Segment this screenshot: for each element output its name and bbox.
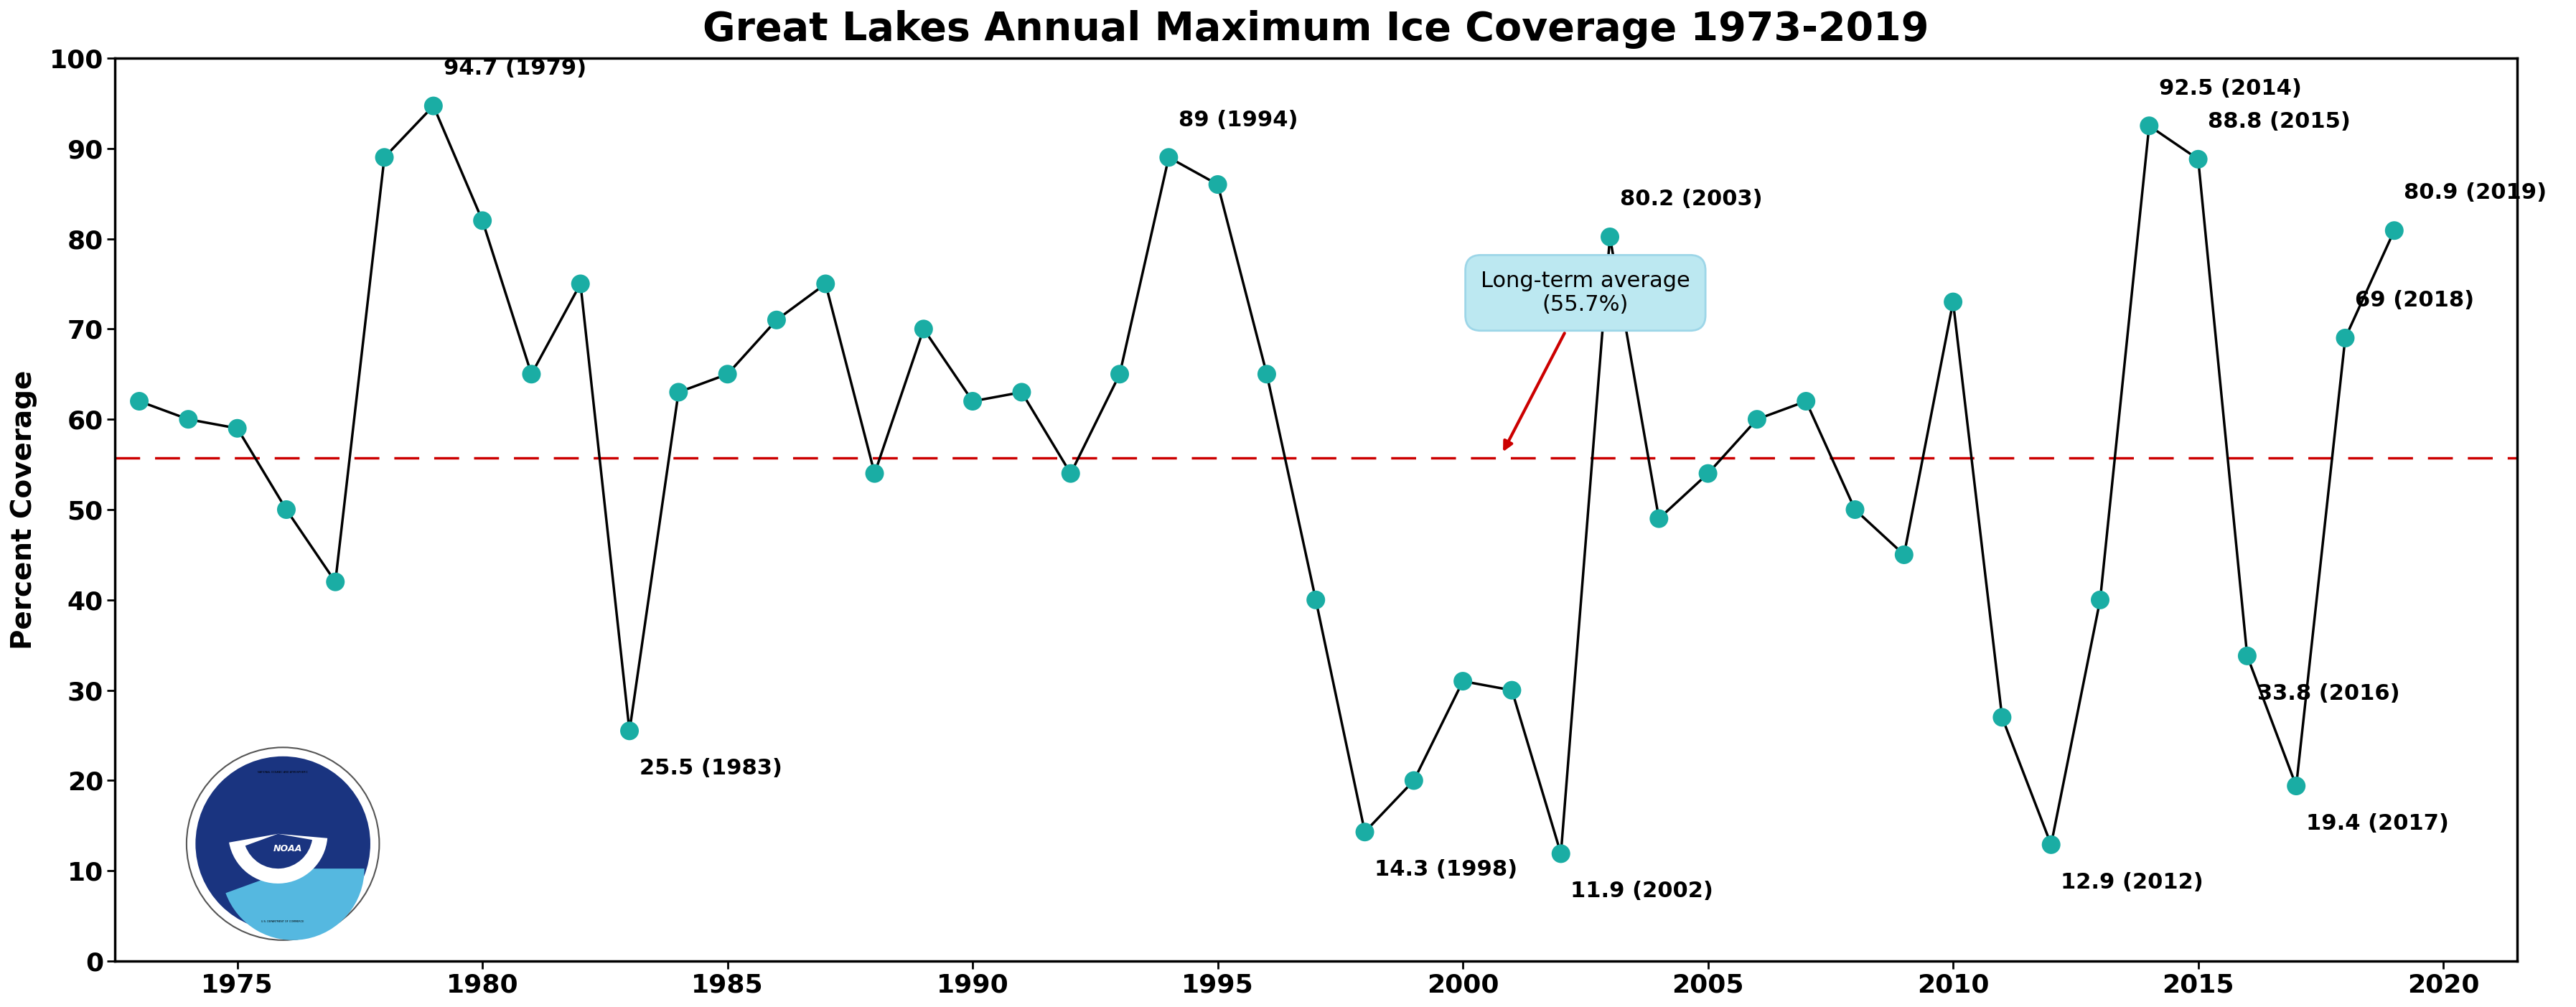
Point bbox=[1100, 367, 1141, 383]
Point bbox=[314, 574, 355, 590]
Point bbox=[1149, 149, 1190, 165]
Point bbox=[1736, 411, 1777, 427]
Point bbox=[1198, 176, 1239, 192]
Point bbox=[1345, 824, 1386, 840]
Point bbox=[412, 98, 453, 114]
Point bbox=[2030, 837, 2071, 853]
Point bbox=[657, 384, 698, 400]
Point bbox=[2275, 777, 2316, 794]
Point bbox=[1394, 772, 1435, 788]
Point bbox=[510, 367, 551, 383]
Point bbox=[1296, 592, 1337, 608]
Point bbox=[1981, 709, 2022, 725]
Text: 33.8 (2016): 33.8 (2016) bbox=[2257, 683, 2401, 704]
Text: 19.4 (2017): 19.4 (2017) bbox=[2306, 813, 2450, 834]
Text: 11.9 (2002): 11.9 (2002) bbox=[1571, 881, 1713, 901]
Point bbox=[559, 276, 600, 292]
Point bbox=[1247, 367, 1288, 383]
Text: 69 (2018): 69 (2018) bbox=[2354, 290, 2476, 311]
Text: 88.8 (2015): 88.8 (2015) bbox=[2208, 112, 2352, 132]
Point bbox=[1834, 501, 1875, 518]
Text: 89 (1994): 89 (1994) bbox=[1180, 110, 1298, 130]
Point bbox=[1883, 547, 1924, 563]
Y-axis label: Percent Coverage: Percent Coverage bbox=[10, 370, 36, 650]
Point bbox=[755, 312, 796, 328]
Point bbox=[1492, 682, 1533, 698]
Text: 80.2 (2003): 80.2 (2003) bbox=[1620, 189, 1762, 209]
Title: Great Lakes Annual Maximum Ice Coverage 1973-2019: Great Lakes Annual Maximum Ice Coverage … bbox=[703, 10, 1929, 48]
Point bbox=[2128, 118, 2169, 134]
Point bbox=[804, 276, 845, 292]
Text: 25.5 (1983): 25.5 (1983) bbox=[639, 758, 783, 778]
Point bbox=[265, 501, 307, 518]
Text: 80.9 (2019): 80.9 (2019) bbox=[2403, 182, 2548, 203]
Text: 12.9 (2012): 12.9 (2012) bbox=[2061, 872, 2202, 892]
Point bbox=[1002, 384, 1043, 400]
Point bbox=[216, 420, 258, 436]
Point bbox=[167, 411, 209, 427]
Point bbox=[461, 212, 502, 229]
Point bbox=[118, 393, 160, 409]
Point bbox=[608, 723, 649, 739]
Point bbox=[706, 367, 747, 383]
Point bbox=[953, 393, 994, 409]
Point bbox=[2372, 223, 2414, 239]
Point bbox=[1638, 511, 1680, 527]
Point bbox=[2324, 330, 2365, 346]
Point bbox=[363, 149, 404, 165]
Text: 92.5 (2014): 92.5 (2014) bbox=[2159, 78, 2303, 99]
Text: Long-term average
(55.7%): Long-term average (55.7%) bbox=[1481, 271, 1690, 449]
Point bbox=[1589, 229, 1631, 245]
Text: 94.7 (1979): 94.7 (1979) bbox=[443, 58, 587, 79]
Point bbox=[855, 465, 896, 481]
Point bbox=[1687, 465, 1728, 481]
Point bbox=[2226, 648, 2267, 664]
Point bbox=[1443, 673, 1484, 689]
Point bbox=[2177, 151, 2218, 167]
Point bbox=[1785, 393, 1826, 409]
Point bbox=[1540, 846, 1582, 862]
Text: 14.3 (1998): 14.3 (1998) bbox=[1376, 859, 1517, 880]
Point bbox=[904, 321, 945, 337]
Point bbox=[1051, 465, 1092, 481]
Point bbox=[1932, 294, 1973, 310]
Point bbox=[2079, 592, 2120, 608]
